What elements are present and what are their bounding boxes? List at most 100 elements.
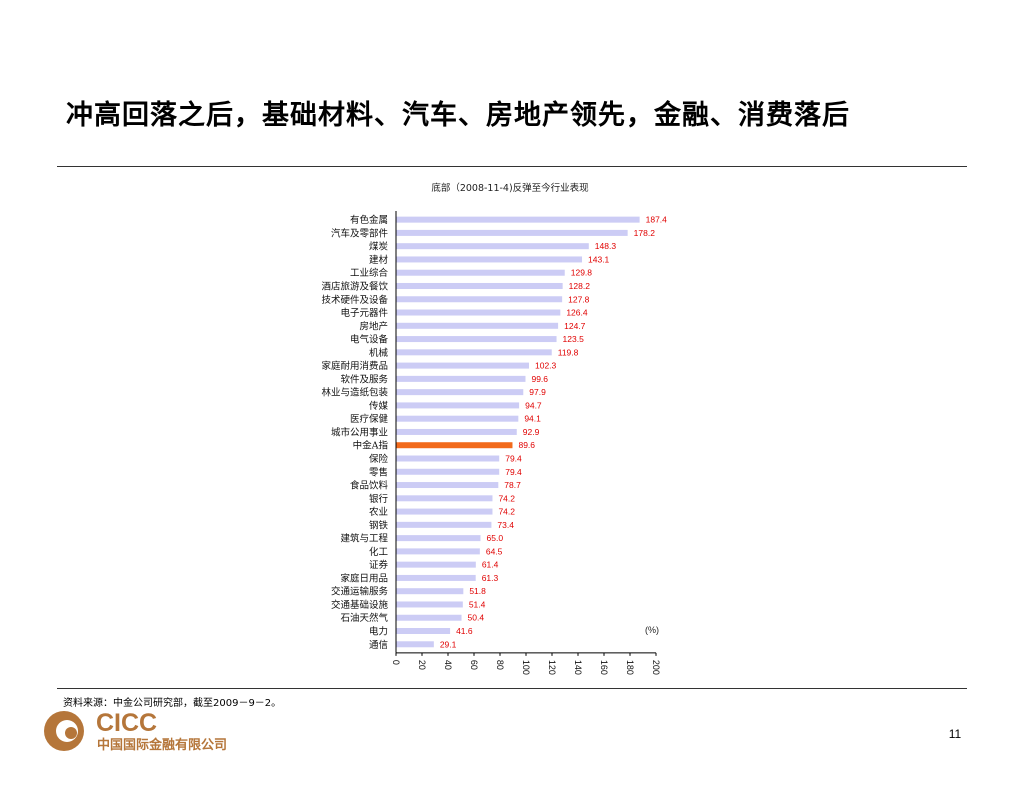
category-label: 石油天然气 bbox=[340, 612, 388, 624]
value-label: 129.8 bbox=[571, 268, 593, 278]
value-label: 50.4 bbox=[468, 613, 485, 623]
value-label: 51.4 bbox=[469, 599, 486, 609]
bar bbox=[396, 282, 563, 289]
bar bbox=[396, 588, 464, 595]
value-label: 65.0 bbox=[487, 533, 504, 543]
value-label: 41.6 bbox=[456, 626, 473, 636]
category-label: 软件及服务 bbox=[340, 373, 388, 385]
category-label: 电气设备 bbox=[350, 334, 389, 346]
value-label: 97.9 bbox=[529, 387, 546, 397]
category-label: 传媒 bbox=[369, 400, 389, 412]
bar bbox=[396, 309, 561, 316]
bar bbox=[396, 349, 552, 356]
category-label: 工业综合 bbox=[350, 267, 389, 279]
bar bbox=[396, 628, 451, 635]
bar bbox=[396, 322, 559, 329]
bar bbox=[396, 336, 557, 343]
value-label: 102.3 bbox=[535, 361, 557, 371]
value-label: 64.5 bbox=[486, 546, 503, 556]
value-label: 94.1 bbox=[524, 414, 541, 424]
category-label: 建材 bbox=[369, 254, 389, 266]
value-label: 92.9 bbox=[523, 427, 540, 437]
category-label: 农业 bbox=[369, 506, 388, 518]
value-label: 187.4 bbox=[646, 215, 668, 225]
value-label: 74.2 bbox=[498, 507, 515, 517]
value-label: 94.7 bbox=[525, 400, 542, 410]
title-divider bbox=[57, 166, 967, 167]
value-label: 29.1 bbox=[440, 639, 457, 649]
logo-company-name: 中国国际金融有限公司 bbox=[97, 737, 227, 753]
bar bbox=[396, 296, 563, 303]
bar bbox=[396, 415, 519, 422]
value-label: 128.2 bbox=[569, 281, 591, 291]
category-label: 林业与造纸包装 bbox=[321, 387, 388, 399]
category-label: 食品饮料 bbox=[350, 480, 389, 492]
bar bbox=[396, 389, 524, 396]
bar bbox=[396, 495, 493, 502]
category-label: 中金A指 bbox=[353, 440, 389, 452]
bar bbox=[396, 548, 480, 555]
unit-label: (%) bbox=[645, 625, 659, 635]
bar bbox=[396, 521, 492, 528]
value-label: 51.8 bbox=[469, 586, 486, 596]
x-tick-label: 120 bbox=[547, 660, 557, 675]
category-label: 家庭耐用消费品 bbox=[321, 360, 388, 372]
value-label: 99.6 bbox=[531, 374, 548, 384]
page-number: 11 bbox=[948, 727, 962, 741]
value-label: 143.1 bbox=[588, 254, 610, 264]
value-label: 127.8 bbox=[568, 294, 590, 304]
bar bbox=[396, 256, 583, 263]
x-tick-label: 0 bbox=[391, 660, 401, 665]
category-label: 煤炭 bbox=[369, 241, 389, 253]
cicc-emblem-icon bbox=[44, 711, 84, 751]
value-label: 124.7 bbox=[564, 321, 586, 331]
value-label: 61.3 bbox=[482, 573, 499, 583]
category-label: 城市公用事业 bbox=[331, 426, 388, 438]
category-label: 医疗保健 bbox=[350, 413, 389, 425]
value-label: 148.3 bbox=[595, 241, 617, 251]
category-label: 电子元器件 bbox=[340, 307, 388, 319]
bar bbox=[396, 614, 462, 621]
cicc-logo: CICC 中国国际金融有限公司 bbox=[44, 709, 227, 753]
bar bbox=[396, 574, 476, 581]
x-tick-label: 20 bbox=[417, 660, 427, 670]
category-label: 交通运输服务 bbox=[331, 586, 389, 598]
category-label: 机械 bbox=[369, 347, 389, 359]
category-label: 家庭日用品 bbox=[340, 572, 388, 584]
bar bbox=[396, 375, 526, 382]
bar bbox=[396, 229, 628, 236]
category-label: 交通基础设施 bbox=[331, 599, 389, 611]
x-tick-label: 80 bbox=[495, 660, 505, 670]
bar bbox=[396, 482, 499, 489]
bar bbox=[396, 455, 500, 462]
value-label: 126.4 bbox=[566, 308, 588, 318]
x-tick-label: 180 bbox=[625, 660, 635, 675]
category-label: 汽车及零部件 bbox=[331, 227, 389, 239]
footer-divider bbox=[57, 688, 967, 689]
category-label: 零售 bbox=[369, 466, 388, 478]
value-label: 123.5 bbox=[563, 334, 585, 344]
category-label: 银行 bbox=[369, 493, 389, 505]
value-label: 73.4 bbox=[497, 520, 514, 530]
x-tick-label: 200 bbox=[651, 660, 661, 675]
value-label: 178.2 bbox=[634, 228, 656, 238]
x-tick-label: 60 bbox=[469, 660, 479, 670]
bar bbox=[396, 641, 434, 648]
category-label: 酒店旅游及餐饮 bbox=[321, 280, 388, 292]
category-label: 房地产 bbox=[359, 320, 388, 332]
category-label: 通信 bbox=[369, 639, 388, 651]
category-label: 化工 bbox=[369, 546, 389, 558]
category-label: 钢铁 bbox=[369, 519, 389, 531]
x-tick-label: 160 bbox=[599, 660, 609, 675]
value-label: 78.7 bbox=[504, 480, 521, 490]
category-label: 有色金属 bbox=[350, 214, 388, 226]
category-label: 技术硬件及设备 bbox=[321, 294, 388, 306]
bar bbox=[396, 561, 476, 568]
value-label: 89.6 bbox=[518, 440, 535, 450]
value-label: 79.4 bbox=[505, 453, 522, 463]
chart-title: 底部（2008-11-4)反弹至今行业表现 bbox=[431, 182, 589, 194]
bar bbox=[396, 269, 565, 276]
bar bbox=[396, 216, 640, 223]
bar bbox=[396, 601, 463, 608]
